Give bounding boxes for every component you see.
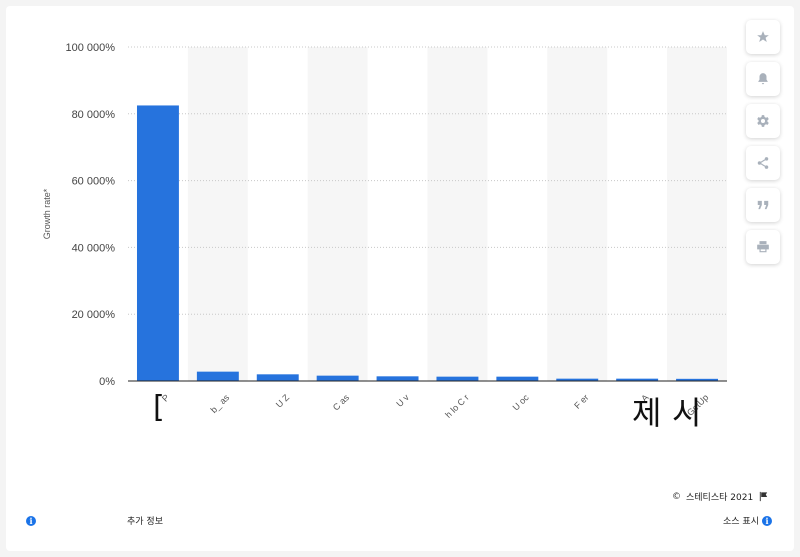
category-band [187,47,248,381]
y-tick-label: 0% [99,376,115,388]
bar[interactable] [496,376,539,381]
overlay-glyph-je: 제 [632,394,662,432]
info-icon: i [26,515,36,526]
show-source-label: 소스 표시 [723,517,759,527]
bar[interactable] [556,378,599,381]
overlay-glyph-si: 시 [672,394,702,432]
y-axis-ticks: 0% 20 000% 40 000% 60 000% 80 000% 100 000% [65,42,115,388]
chart-toolbar [746,20,780,272]
x-tick-label: F er [572,392,590,410]
bar[interactable] [436,376,479,381]
category-bands [187,47,727,381]
y-tick-label: 100 000% [65,42,115,54]
star-icon [757,31,769,42]
credit-text: 스테티스타 2021 [686,493,754,503]
print-icon [757,241,769,253]
overlay-glyph-bracket: [ [153,390,165,425]
x-tick-label: P [160,392,171,403]
flag-icon [760,491,768,502]
bar[interactable] [676,378,719,381]
x-tick-label: b_ as [209,392,232,415]
cite-button[interactable] [746,188,780,222]
copyright-symbol: © [672,491,681,502]
x-tick-label: h lo C r [443,392,471,420]
y-tick-label: 60 000% [72,176,116,188]
y-tick-label: 40 000% [72,242,116,254]
category-band [547,47,608,381]
share-button[interactable] [746,146,780,180]
y-axis-label: Growth rate* [42,188,52,239]
gridlines [128,46,727,315]
settings-button[interactable] [746,104,780,138]
y-tick-label: 80 000% [72,109,116,121]
share-icon [757,157,769,169]
bar[interactable] [136,105,179,381]
y-tick-label: 20 000% [72,309,116,321]
show-source-link[interactable]: 소스 표시 i [723,514,772,527]
category-band [667,47,727,381]
x-tick-label: C as [331,392,352,413]
copyright-credit[interactable]: © 스테티스타 2021 [672,490,769,503]
bar[interactable] [196,371,239,381]
print-button[interactable] [746,230,780,264]
x-tick-label: U Z [274,392,292,410]
category-band [307,47,368,381]
bar[interactable] [616,378,659,381]
quote-icon [757,200,769,210]
bar[interactable] [316,375,359,381]
source-info-icon: i [761,515,772,526]
bars [136,105,719,381]
x-tick-label: U v [394,392,411,409]
bell-icon [758,73,768,85]
category-band [427,47,488,381]
more-info-link[interactable]: i 추가 정보 [26,514,163,527]
bar[interactable] [256,374,299,381]
more-info-label: 추가 정보 [127,517,163,527]
favorite-button[interactable] [746,20,780,54]
x-tick-label: A [639,392,650,403]
bar[interactable] [376,376,419,381]
gear-icon [757,115,769,127]
x-tick-label: U oc [511,392,532,413]
notification-button[interactable] [746,62,780,96]
